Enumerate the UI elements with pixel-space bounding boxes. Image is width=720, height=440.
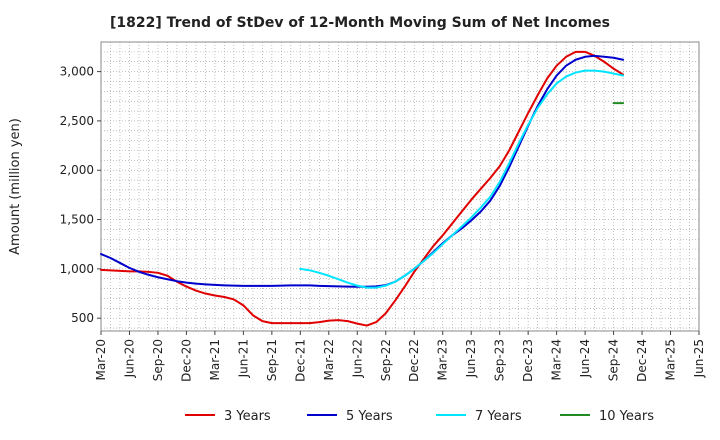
grid xyxy=(100,41,700,332)
legend: 3 Years 5 Years 7 Years 10 Years xyxy=(185,409,654,424)
x-tick-label: Sep-22 xyxy=(379,339,393,381)
axes: 500 1,000 1,500 2,000 2,500 3,000 Mar-20 Jun-20… xyxy=(8,65,706,382)
x-tick-label: Jun-21 xyxy=(236,339,250,378)
y-tick-label: 500 xyxy=(71,311,94,325)
x-tick-label: Mar-21 xyxy=(208,339,222,380)
x-tick-label: Jun-20 xyxy=(122,339,136,378)
x-tick-label: Jun-23 xyxy=(464,339,478,378)
x-tick-label: Jun-25 xyxy=(692,339,706,378)
x-tick-label: Dec-21 xyxy=(293,339,307,382)
y-axis-title: Amount (million yen) xyxy=(8,118,23,255)
x-tick-label: Dec-24 xyxy=(635,339,649,382)
x-tick-label: Mar-23 xyxy=(436,339,450,380)
chart-title: [1822] Trend of StDev of 12-Month Moving… xyxy=(109,15,611,31)
series-line-7-years xyxy=(299,69,625,289)
y-tick-label: 1,000 xyxy=(60,262,94,276)
x-tick-label: Mar-24 xyxy=(550,339,564,380)
x-tick-label: Sep-20 xyxy=(151,339,165,381)
x-tick-label: Dec-23 xyxy=(521,339,535,382)
x-tick-label: Sep-21 xyxy=(265,339,279,381)
y-tick-label: 2,000 xyxy=(60,163,94,177)
x-tick-label: Sep-24 xyxy=(607,339,621,381)
y-tick-label: 3,000 xyxy=(60,65,94,79)
legend-label: 7 Years xyxy=(475,409,522,424)
legend-label: 10 Years xyxy=(599,409,654,424)
legend-label: 3 Years xyxy=(224,409,271,424)
x-tick-label: Mar-25 xyxy=(664,339,678,380)
y-tick-label: 1,500 xyxy=(60,213,94,227)
x-tick-label: Jun-22 xyxy=(350,339,364,378)
x-tick-label: Sep-23 xyxy=(493,339,507,381)
series-line-3-years xyxy=(100,50,625,327)
x-tick-label: Dec-22 xyxy=(407,339,421,382)
y-tick-label: 2,500 xyxy=(60,114,94,128)
plot-area xyxy=(100,41,700,332)
x-tick-label: Mar-20 xyxy=(94,339,108,380)
series xyxy=(100,50,625,327)
x-tick-label: Mar-22 xyxy=(322,339,336,380)
x-tick-label: Dec-20 xyxy=(179,339,193,382)
x-tick-label: Jun-24 xyxy=(578,339,592,378)
legend-label: 5 Years xyxy=(346,409,393,424)
